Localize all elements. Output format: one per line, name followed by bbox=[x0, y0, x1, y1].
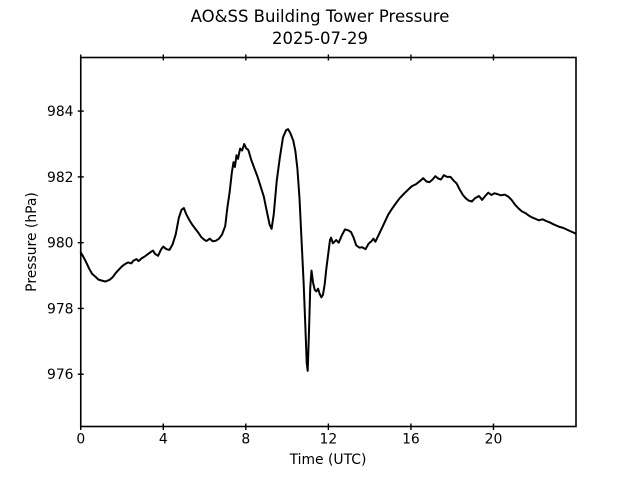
x-tick-label: 12 bbox=[320, 432, 338, 448]
x-axis-ticks: 0 4 8 12 16 20 bbox=[76, 54, 503, 448]
pressure-line-series bbox=[79, 128, 577, 372]
y-axis-label: Pressure (hPa) bbox=[24, 192, 40, 292]
y-tick-label: 984 bbox=[47, 104, 74, 120]
y-axis-ticks: 976 978 980 982 984 bbox=[47, 104, 84, 383]
y-tick-label: 982 bbox=[47, 170, 74, 186]
y-tick-label: 980 bbox=[47, 236, 74, 252]
x-axis-label: Time (UTC) bbox=[289, 452, 367, 468]
x-tick-label: 4 bbox=[159, 432, 168, 448]
y-tick-label: 976 bbox=[47, 367, 74, 383]
x-tick-label: 20 bbox=[485, 432, 503, 448]
x-tick-label: 8 bbox=[241, 432, 250, 448]
chart-title: AO&SS Building Tower Pressure bbox=[191, 7, 450, 26]
y-tick-label: 978 bbox=[47, 301, 74, 317]
chart-subtitle: 2025-07-29 bbox=[272, 29, 368, 48]
plot-border bbox=[79, 56, 577, 428]
x-tick-label: 16 bbox=[402, 432, 420, 448]
x-tick-label: 0 bbox=[76, 432, 85, 448]
